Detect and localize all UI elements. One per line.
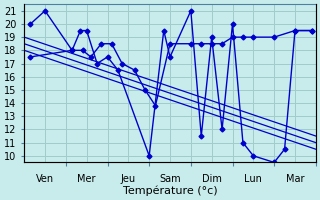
- Text: Mer: Mer: [77, 174, 96, 184]
- Text: Ven: Ven: [36, 174, 54, 184]
- X-axis label: Température (°c): Température (°c): [123, 185, 217, 196]
- Text: Lun: Lun: [244, 174, 262, 184]
- Text: Mar: Mar: [286, 174, 304, 184]
- Text: Jeu: Jeu: [121, 174, 136, 184]
- Text: Dim: Dim: [202, 174, 222, 184]
- Text: Sam: Sam: [159, 174, 181, 184]
